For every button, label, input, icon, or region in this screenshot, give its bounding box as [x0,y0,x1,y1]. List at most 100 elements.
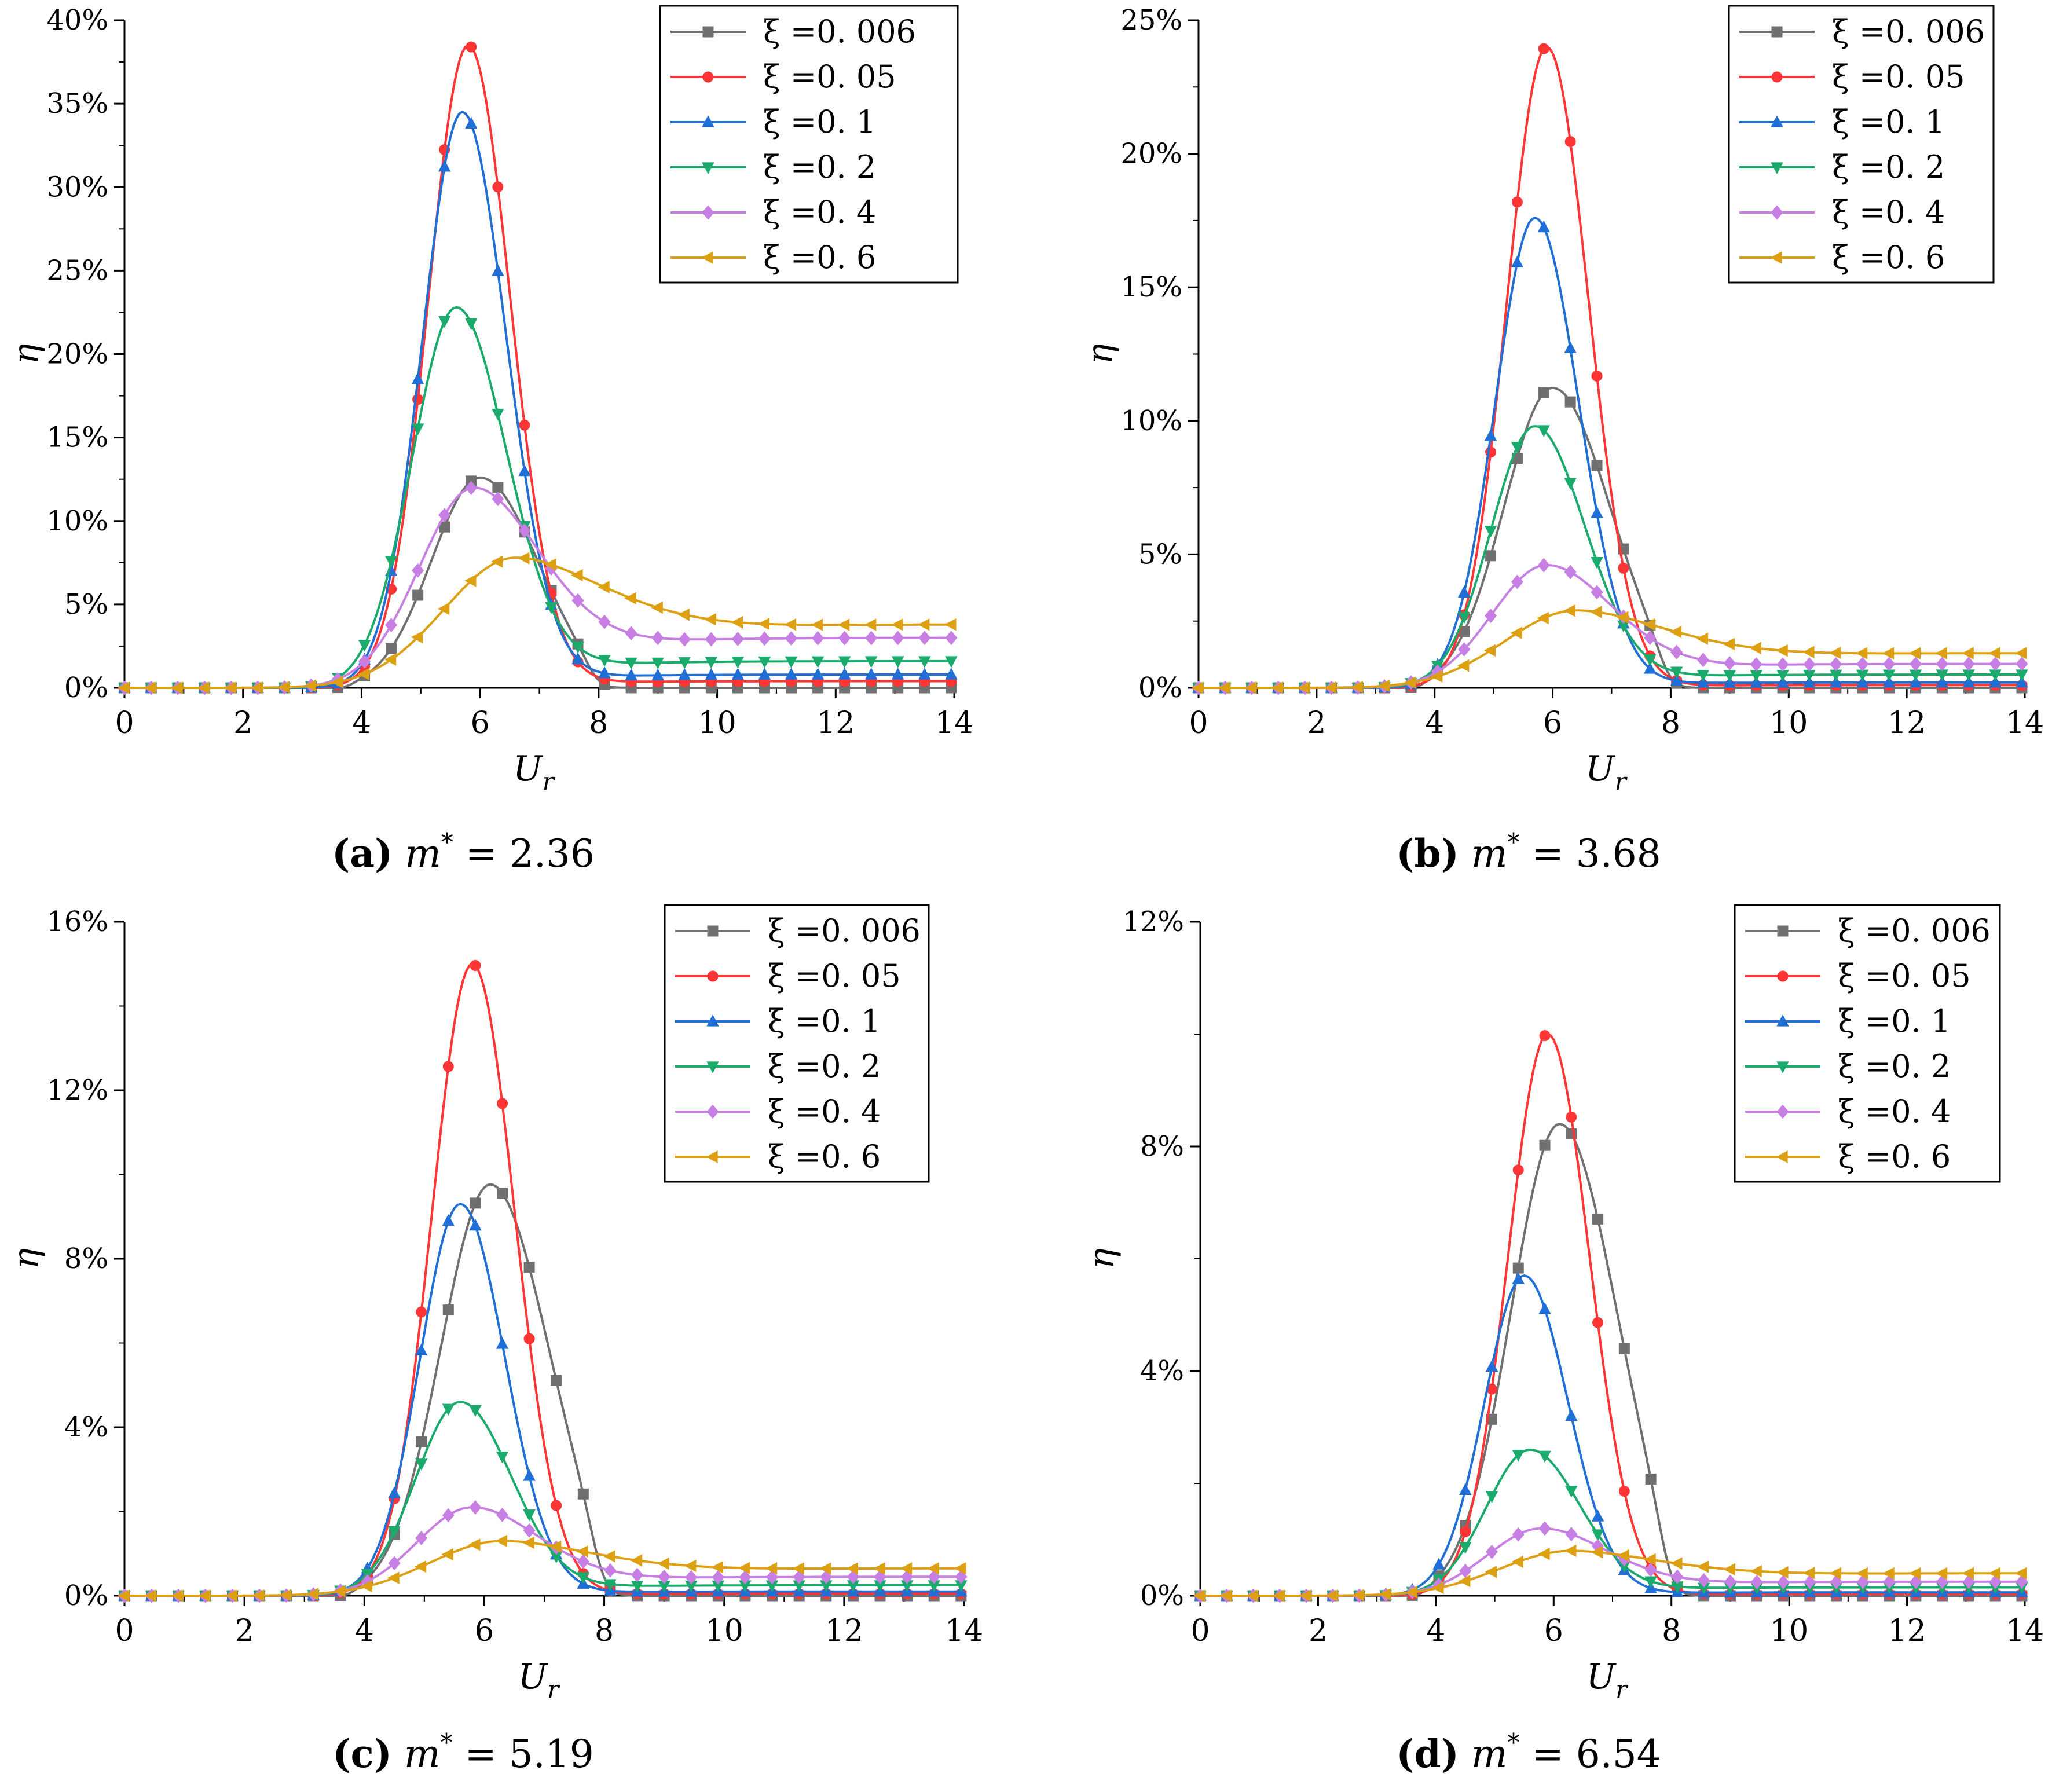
data-point [415,1458,428,1471]
data-point [838,631,851,646]
data-point [917,618,930,631]
data-point [1483,644,1496,657]
y-tick-label: 0% [1138,672,1182,704]
data-point [1723,670,1736,683]
x-tick-label: 8 [1661,706,1680,741]
data-point [1324,681,1336,694]
data-point [1591,370,1603,382]
data-point [465,481,478,496]
data-point [1405,1586,1417,1599]
data-point [523,1509,536,1522]
data-point [518,523,531,538]
series-line-s04 [124,486,954,689]
data-point [944,618,957,631]
x-tick-label: 0 [1190,1614,1210,1648]
data-point [118,1589,130,1602]
y-tick-label: 12% [46,1074,108,1106]
legend-swatch-marker [1776,1061,1789,1073]
data-point [490,555,503,568]
data-point [2016,675,2028,688]
caption-d: (d) m* = 6.54 [1065,1728,1992,1776]
data-point [705,632,717,647]
data-point [1671,1569,1684,1584]
data-point [1883,657,1896,672]
data-point [1908,647,1921,660]
data-point [1776,1566,1789,1579]
data-point [1829,1567,1842,1580]
data-point [1645,1473,1657,1485]
series-s04 [118,481,958,695]
data-point [495,1534,508,1548]
data-point [712,1570,724,1585]
caption-c-letter: (c) [332,1731,392,1776]
y-tick-label: 8% [1140,1130,1184,1163]
series-line-s0006 [124,476,954,689]
data-point [785,668,798,680]
data-point [598,581,610,593]
data-point [415,1530,428,1545]
data-point [1352,1589,1365,1602]
data-point [1856,1567,1868,1580]
data-point [411,372,424,384]
data-point [1219,1589,1232,1602]
data-point [945,656,958,668]
caption-d-value: = 6.54 [1531,1732,1661,1776]
data-point [1566,1111,1577,1123]
series-line-s02 [1199,424,2025,689]
series-line-s06 [124,1540,964,1597]
data-point [388,1486,401,1498]
data-point [651,631,664,646]
data-point [412,589,424,601]
data-point [1512,1450,1525,1462]
data-point [1592,1317,1604,1328]
data-point [358,640,371,652]
legend-label-s06: ξ =0. 6 [1832,239,1945,276]
x-tick-label: 0 [1189,706,1208,741]
data-point [385,618,398,633]
data-point [812,631,825,646]
data-point [766,1570,779,1585]
x-tick-label: 14 [935,706,973,741]
data-point [277,681,290,694]
y-axis-label: η [6,1248,46,1269]
data-point [678,657,691,669]
data-point [811,656,825,669]
legend-label-s0006: ξ =0. 006 [763,13,916,50]
data-point [492,181,504,193]
y-axis-label: η [6,343,46,364]
data-point [1988,1567,2000,1580]
data-point [1644,654,1657,666]
data-point [1856,657,1869,672]
data-point [846,1562,858,1575]
x-tick-label: 10 [1770,1614,1808,1648]
data-point [1485,550,1497,562]
data-point [864,668,878,680]
data-point [437,602,450,615]
data-point [793,1570,805,1585]
data-point [1485,1491,1498,1503]
legend-swatch-marker [1777,925,1789,937]
y-tick-label: 25% [1120,4,1182,36]
data-point [1856,675,1869,688]
legend-swatch-marker [702,205,714,220]
data-point [837,618,850,631]
data-point [598,654,611,667]
data-point [1856,1574,1869,1589]
legend-label-s0006: ξ =0. 006 [768,913,921,949]
data-point [1696,1560,1709,1573]
data-point [1696,653,1710,668]
x-tick-label: 10 [698,706,736,741]
data-point [1512,1262,1524,1274]
data-point [1670,644,1683,659]
data-point [468,1538,481,1551]
data-point [631,1567,644,1582]
x-tick-label: 2 [1307,706,1326,741]
data-point [577,1488,589,1500]
data-point [1565,1527,1578,1542]
data-point [1909,675,1922,688]
data-point [438,316,451,328]
data-point [465,116,478,129]
series-line-s0006 [1199,386,2025,689]
data-point [1749,642,1761,654]
